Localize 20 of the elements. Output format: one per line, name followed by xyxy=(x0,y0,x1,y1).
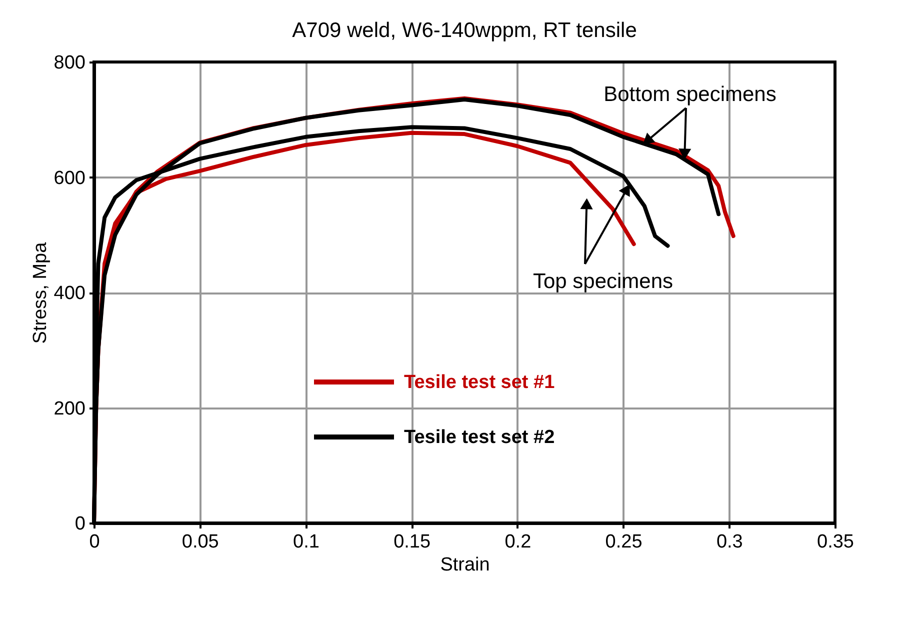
x-tick-label: 0.3 xyxy=(716,532,743,552)
legend-label: Tesile test set #1 xyxy=(404,372,556,393)
y-tick-label: 400 xyxy=(54,283,86,304)
x-tick-label: 0.2 xyxy=(504,532,532,552)
annotation: Bottom specimens xyxy=(604,83,776,106)
y-axis-title: Stress, Mpa xyxy=(30,242,51,344)
x-tick-label: 0 xyxy=(89,532,100,552)
x-tick-label: 0.15 xyxy=(394,532,431,552)
y-tick-label: 0 xyxy=(74,514,86,534)
x-tick-label: 0.1 xyxy=(293,532,320,552)
annotation: Top specimens xyxy=(532,270,674,293)
chart-title: A709 weld, W6-140wppm, RT tensile xyxy=(292,19,637,42)
x-axis-title: Strain xyxy=(440,554,490,576)
x-tick-label: 0.05 xyxy=(182,532,219,552)
y-tick-label: 800 xyxy=(54,52,86,74)
y-tick-label: 200 xyxy=(54,398,86,420)
x-tick-label: 0.35 xyxy=(817,532,854,552)
legend-label: Tesile test set #2 xyxy=(404,427,555,448)
y-tick-label: 600 xyxy=(54,168,86,189)
x-tick-label: 0.25 xyxy=(605,532,642,552)
